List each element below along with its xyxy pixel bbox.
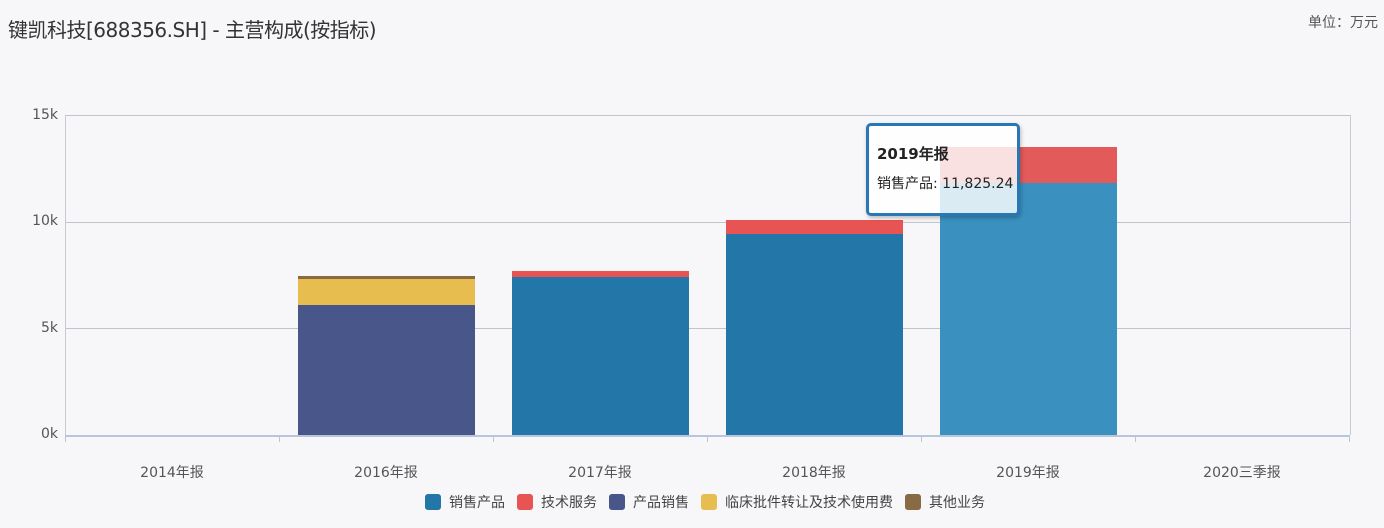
tooltip: 2019年报 销售产品: 11,825.24: [866, 123, 1020, 216]
segment-技术服务[interactable]: [726, 220, 903, 234]
chart-title: 键凯科技[688356.SH] - 主营构成(按指标): [8, 18, 377, 42]
segment-技术服务[interactable]: [512, 271, 689, 277]
legend-label: 技术服务: [541, 495, 597, 511]
legend-swatch-icon: [517, 494, 533, 510]
tooltip-value-line: 销售产品: 11,825.24: [877, 176, 1014, 192]
segment-产品销售[interactable]: [298, 305, 475, 435]
legend-label: 其他业务: [929, 495, 985, 511]
segment-销售产品[interactable]: [940, 183, 1117, 435]
x-tick-mark: [1349, 437, 1350, 442]
legend-label: 销售产品: [449, 495, 505, 511]
x-tick-mark: [707, 437, 708, 442]
y-tick-15k: 15k: [32, 107, 58, 123]
legend-item-产品销售[interactable]: 产品销售: [609, 492, 689, 512]
x-label-2020q3: 2020三季报: [1203, 465, 1281, 481]
y-tick-0k: 0k: [40, 426, 58, 442]
legend-label: 产品销售: [633, 495, 689, 511]
x-axis-line: [65, 435, 1350, 437]
tooltip-title: 2019年报: [877, 145, 949, 163]
legend-swatch-icon: [905, 494, 921, 510]
y-tick-10k: 10k: [32, 213, 58, 229]
segment-其他业务[interactable]: [298, 276, 475, 279]
segment-销售产品[interactable]: [726, 234, 903, 435]
gridline-10k: [66, 222, 1350, 223]
bar-2019[interactable]: [940, 147, 1117, 435]
y-tick-5k: 5k: [40, 320, 58, 336]
legend-item-其他业务[interactable]: 其他业务: [905, 492, 985, 512]
bar-2016[interactable]: [298, 276, 475, 435]
x-label-2014: 2014年报: [140, 465, 204, 481]
x-tick-mark: [921, 437, 922, 442]
legend-swatch-icon: [701, 494, 717, 510]
legend-swatch-icon: [425, 494, 441, 510]
segment-临床批件转让及技术使用费[interactable]: [298, 279, 475, 305]
x-label-2019: 2019年报: [996, 465, 1060, 481]
legend-item-销售产品[interactable]: 销售产品: [425, 492, 505, 512]
bar-2018[interactable]: [726, 220, 903, 435]
x-tick-mark: [493, 437, 494, 442]
bar-2017[interactable]: [512, 271, 689, 435]
x-label-2016: 2016年报: [354, 465, 418, 481]
legend-item-临床批件转让及技术使用费[interactable]: 临床批件转让及技术使用费: [701, 492, 893, 512]
gridline-15k: [66, 115, 1350, 116]
legend: 销售产品 技术服务 产品销售 临床批件转让及技术使用费 其他业务: [425, 492, 997, 512]
x-tick-mark: [65, 437, 66, 442]
x-tick-mark: [279, 437, 280, 442]
legend-item-技术服务[interactable]: 技术服务: [517, 492, 597, 512]
x-tick-mark: [1135, 437, 1136, 442]
plot-area: [65, 115, 1351, 435]
legend-swatch-icon: [609, 494, 625, 510]
legend-label: 临床批件转让及技术使用费: [725, 495, 893, 511]
gridline-5k: [66, 328, 1350, 329]
segment-销售产品[interactable]: [512, 277, 689, 435]
x-label-2017: 2017年报: [568, 465, 632, 481]
unit-label: 单位：万元: [1308, 15, 1378, 31]
x-label-2018: 2018年报: [782, 465, 846, 481]
